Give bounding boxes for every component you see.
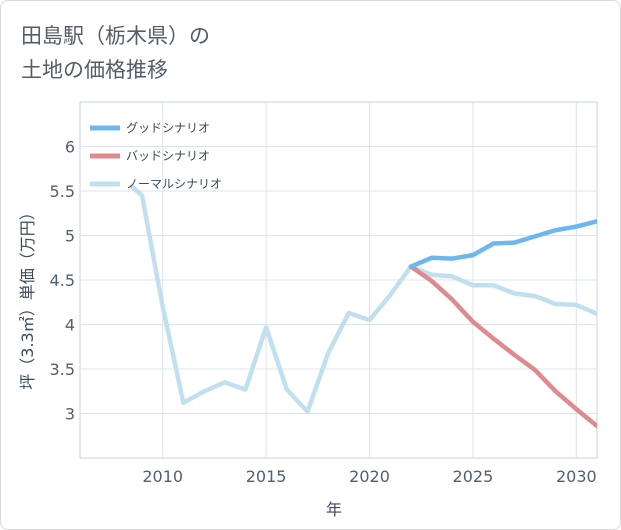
series-lines (129, 184, 597, 429)
x-axis-ticks: 2010 2015 2020 2025 2030 (142, 467, 596, 486)
legend-label: グッドシナリオ (126, 121, 210, 135)
x-axis-title: 年 (326, 500, 342, 519)
y-tick-label: 3.5 (50, 360, 75, 379)
y-tick-label: 6 (65, 138, 75, 157)
x-tick-label: 2015 (246, 467, 287, 486)
x-tick-label: 2020 (349, 467, 390, 486)
y-tick-label: 3 (65, 405, 75, 424)
series-line-3 (129, 184, 597, 414)
y-axis-ticks: 3 3.5 4 4.5 5 5.5 6 (50, 138, 75, 424)
y-tick-label: 5.5 (50, 182, 75, 201)
chart-title-line1: 田島駅（栃木県）の (21, 24, 210, 48)
x-tick-label: 2010 (142, 467, 183, 486)
legend-label: バッドシナリオ (126, 149, 210, 163)
y-axis-title: 坪（3.3㎡）単価（万円） (18, 204, 37, 389)
x-tick-label: 2030 (556, 467, 597, 486)
series-line-2 (408, 264, 597, 429)
series-line-1 (408, 219, 597, 269)
y-tick-label: 5 (65, 227, 75, 246)
legend-item[interactable]: ノーマルシナリオ (90, 177, 222, 191)
chart-title: 田島駅（栃木県）の 土地の価格推移 (21, 19, 210, 87)
chart-title-line2: 土地の価格推移 (21, 58, 168, 82)
legend-label: ノーマルシナリオ (126, 177, 222, 191)
legend-item[interactable]: グッドシナリオ (90, 121, 210, 135)
x-tick-label: 2025 (453, 467, 494, 486)
y-tick-label: 4.5 (50, 271, 75, 290)
y-tick-label: 4 (65, 316, 75, 335)
legend-item[interactable]: バッドシナリオ (90, 149, 210, 163)
